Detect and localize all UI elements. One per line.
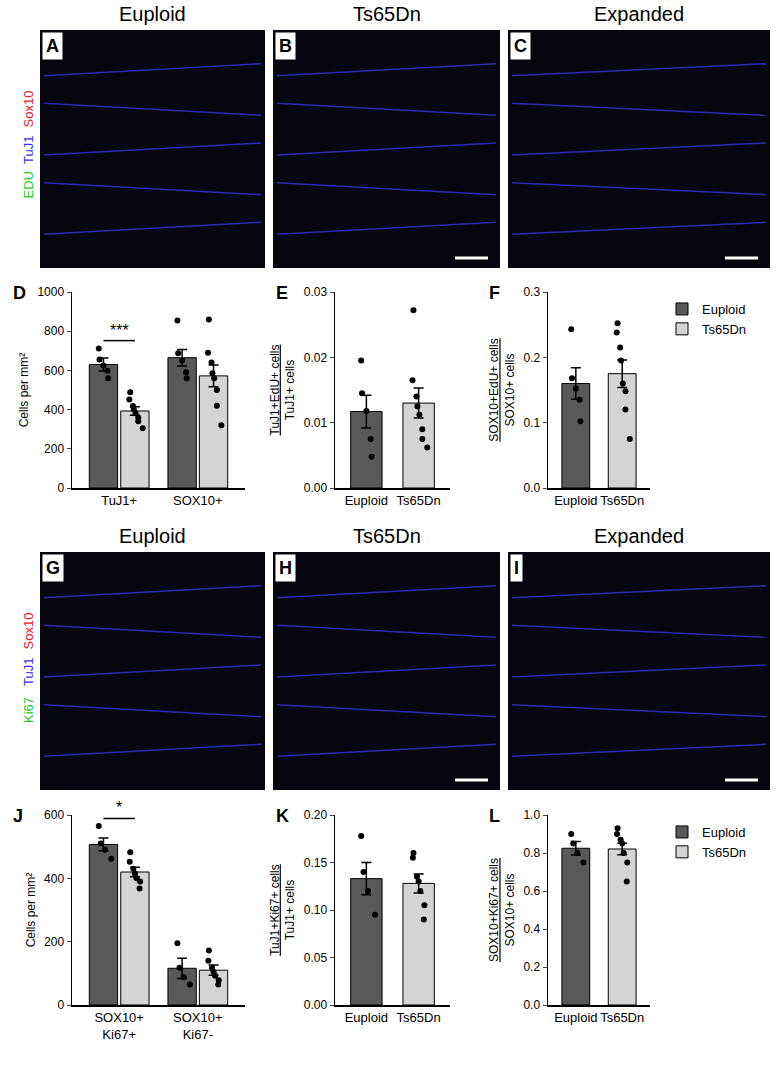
svg-text:EDU: EDU <box>21 171 36 198</box>
svg-text:600: 600 <box>44 808 64 822</box>
svg-text:Ts65Dn: Ts65Dn <box>600 493 644 508</box>
svg-text:0.01: 0.01 <box>304 416 328 430</box>
svg-text:0.05: 0.05 <box>304 951 328 965</box>
svg-text:Ts65Dn: Ts65Dn <box>600 1010 644 1025</box>
svg-text:0: 0 <box>57 998 64 1012</box>
svg-text:0.0: 0.0 <box>523 998 540 1012</box>
svg-text:0.00: 0.00 <box>304 481 328 495</box>
svg-text:G: G <box>46 558 60 578</box>
svg-text:0.02: 0.02 <box>304 351 328 365</box>
svg-text:Ts65Dn: Ts65Dn <box>397 1010 441 1025</box>
svg-text:0.1: 0.1 <box>523 416 540 430</box>
svg-text:I: I <box>514 558 519 578</box>
svg-text:Euploid: Euploid <box>345 493 388 508</box>
svg-text:Sox10: Sox10 <box>21 613 36 650</box>
svg-text:0.00: 0.00 <box>304 998 328 1012</box>
svg-text:TuJ1+EdU+ cellsTuJ1+ cells: TuJ1+EdU+ cellsTuJ1+ cells <box>268 345 298 436</box>
svg-text:A: A <box>46 36 59 56</box>
svg-text:E: E <box>276 283 288 303</box>
svg-text:800: 800 <box>44 324 64 338</box>
svg-text:0.20: 0.20 <box>304 808 328 822</box>
svg-text:Euploid: Euploid <box>345 1010 388 1025</box>
svg-text:B: B <box>279 36 292 56</box>
svg-text:Cells per mm²: Cells per mm² <box>24 873 38 948</box>
svg-text:400: 400 <box>44 403 64 417</box>
svg-text:Expanded: Expanded <box>594 525 684 547</box>
svg-text:Euploid: Euploid <box>554 493 597 508</box>
svg-text:SOX10+EdU+ cellsSOX10+ cells: SOX10+EdU+ cellsSOX10+ cells <box>487 338 517 441</box>
svg-text:0.6: 0.6 <box>523 884 540 898</box>
svg-text:0.3: 0.3 <box>523 285 540 299</box>
svg-text:Cells per mm²: Cells per mm² <box>17 353 31 428</box>
svg-text:0.2: 0.2 <box>523 351 540 365</box>
svg-text:TuJ1+: TuJ1+ <box>101 493 137 508</box>
svg-text:0.0: 0.0 <box>523 481 540 495</box>
svg-text:Euploid: Euploid <box>554 1010 597 1025</box>
svg-text:F: F <box>489 283 500 303</box>
svg-text:SOX10+Ki67+ cellsSOX10+ cells: SOX10+Ki67+ cellsSOX10+ cells <box>487 858 517 962</box>
svg-text:TuJ1: TuJ1 <box>21 136 36 164</box>
svg-text:600: 600 <box>44 364 64 378</box>
svg-text:Ts65Dn: Ts65Dn <box>353 525 421 547</box>
svg-text:Ts65Dn: Ts65Dn <box>353 3 421 25</box>
svg-text:0: 0 <box>57 481 64 495</box>
svg-text:0.15: 0.15 <box>304 856 328 870</box>
svg-text:400: 400 <box>44 872 64 886</box>
svg-text:200: 200 <box>44 442 64 456</box>
svg-text:0.10: 0.10 <box>304 903 328 917</box>
svg-text:Ki67: Ki67 <box>21 697 36 723</box>
svg-text:0.03: 0.03 <box>304 285 328 299</box>
svg-text:D: D <box>13 283 26 303</box>
svg-text:C: C <box>514 36 527 56</box>
svg-text:Ts65Dn: Ts65Dn <box>702 845 746 860</box>
svg-text:J: J <box>13 806 23 826</box>
svg-text:K: K <box>276 806 289 826</box>
svg-text:*: * <box>116 799 122 816</box>
svg-text:0.4: 0.4 <box>523 922 540 936</box>
svg-text:TuJ1+Ki67+ cellsTuJ1+ cells: TuJ1+Ki67+ cellsTuJ1+ cells <box>268 864 298 956</box>
svg-text:SOX10+Ki67+: SOX10+Ki67+ <box>94 1010 144 1042</box>
svg-text:H: H <box>279 558 292 578</box>
svg-text:Euploid: Euploid <box>702 825 745 840</box>
svg-text:1.0: 1.0 <box>523 808 540 822</box>
svg-text:L: L <box>489 806 500 826</box>
svg-text:***: *** <box>110 322 129 339</box>
svg-text:SOX10+: SOX10+ <box>173 493 223 508</box>
svg-text:Euploid: Euploid <box>702 302 745 317</box>
svg-text:Euploid: Euploid <box>119 525 186 547</box>
svg-text:Euploid: Euploid <box>119 3 186 25</box>
svg-text:Ts65Dn: Ts65Dn <box>702 322 746 337</box>
svg-text:1000: 1000 <box>37 285 64 299</box>
svg-text:0.2: 0.2 <box>523 960 540 974</box>
svg-text:200: 200 <box>44 935 64 949</box>
svg-text:SOX10+Ki67-: SOX10+Ki67- <box>173 1010 223 1042</box>
svg-text:Ts65Dn: Ts65Dn <box>397 493 441 508</box>
svg-text:Sox10: Sox10 <box>21 91 36 128</box>
svg-text:Expanded: Expanded <box>594 3 684 25</box>
svg-text:TuJ1: TuJ1 <box>21 658 36 686</box>
svg-text:0.8: 0.8 <box>523 846 540 860</box>
